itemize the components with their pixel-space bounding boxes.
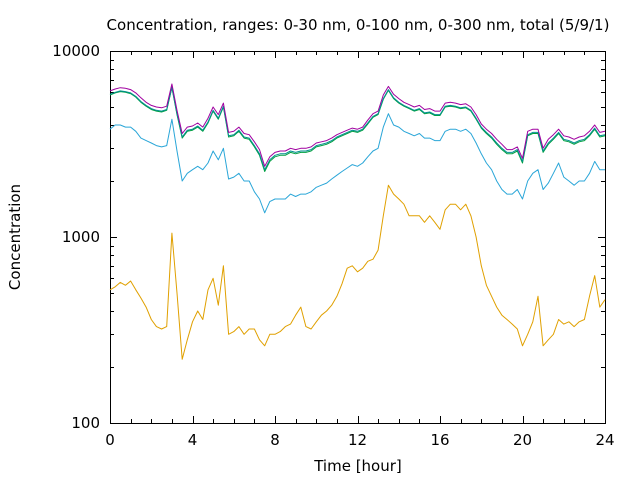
series-group <box>109 83 606 360</box>
x-tick-label: 0 <box>105 431 115 449</box>
y-axis-label: Concentration <box>6 184 24 290</box>
x-tick-label: 24 <box>595 431 614 449</box>
series-line-5 <box>109 83 606 167</box>
series-line-2 <box>109 113 605 214</box>
axis-tick-labels: 0 4 8 12 16 20 24 100 1000 10000 <box>52 42 614 449</box>
x-tick-label: 16 <box>430 431 449 449</box>
series-line-4 <box>109 86 606 171</box>
series-line-1 <box>109 184 606 360</box>
x-tick-label: 4 <box>188 431 198 449</box>
x-tick-label: 20 <box>513 431 532 449</box>
plot-frame <box>110 51 606 424</box>
x-tick-label: 12 <box>348 431 367 449</box>
series-line-3 <box>109 87 606 172</box>
x-tick-label: 8 <box>270 431 280 449</box>
y-tick-label: 100 <box>71 414 100 432</box>
y-tick-label: 10000 <box>52 42 100 60</box>
chart-title: Concentration, ranges: 0-30 nm, 0-100 nm… <box>107 16 610 34</box>
axis-ticks <box>110 51 606 424</box>
y-tick-label: 1000 <box>62 228 100 246</box>
x-axis-label: Time [hour] <box>313 457 402 475</box>
